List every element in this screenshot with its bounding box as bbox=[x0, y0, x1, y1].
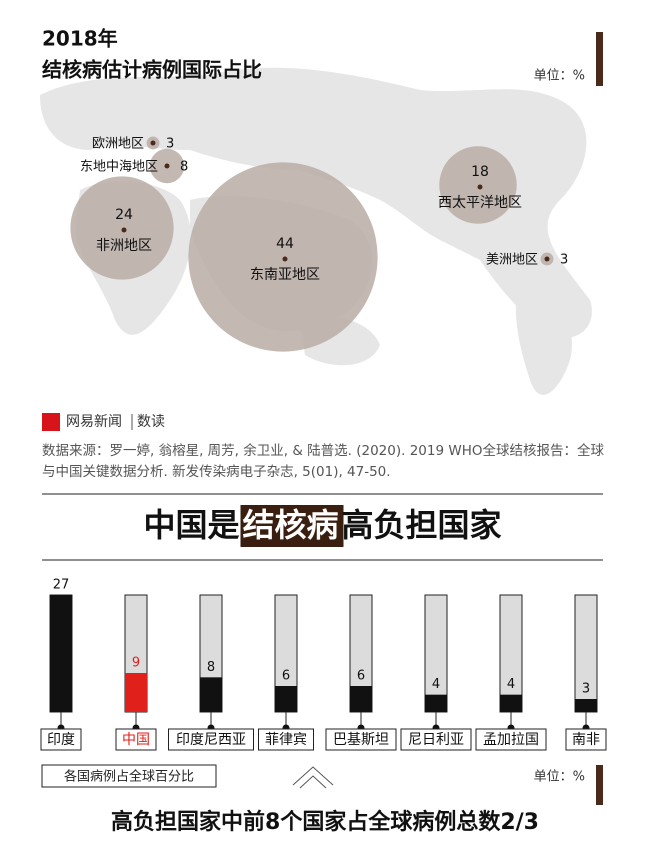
brand-name: 网易新闻 bbox=[66, 414, 122, 430]
title: 结核病估计病例国际占比 bbox=[42, 58, 262, 82]
bar bbox=[125, 673, 147, 712]
heading-part: 高负担国家 bbox=[342, 506, 502, 544]
label-box bbox=[258, 728, 314, 751]
value-label: 3 bbox=[582, 682, 590, 697]
bar bbox=[50, 595, 72, 712]
bubble bbox=[439, 146, 517, 224]
label-box bbox=[475, 728, 547, 751]
value-label: 24 bbox=[115, 207, 133, 223]
x-tick-label: 印度尼西亚 bbox=[176, 732, 246, 748]
region-label: 西太平洋地区 bbox=[438, 195, 522, 211]
x-tick-label: 尼日利亚 bbox=[408, 732, 464, 748]
heading-part: 中国是 bbox=[144, 506, 240, 544]
chevron bbox=[292, 766, 334, 789]
highlight bbox=[240, 505, 344, 547]
value-label: 3 bbox=[560, 253, 568, 268]
footer: 高负担国家中前8个国家占全球病例总数2/3 bbox=[111, 809, 539, 835]
bar-track bbox=[424, 594, 448, 713]
x-tick-label: 巴基斯坦 bbox=[333, 731, 389, 748]
bar bbox=[275, 686, 297, 712]
label-box bbox=[168, 728, 254, 751]
value-label: 4 bbox=[507, 677, 515, 692]
region-label: 非洲地区 bbox=[96, 238, 152, 254]
x-tick-label: 印度 bbox=[47, 732, 75, 748]
chart-title-box bbox=[41, 764, 217, 788]
unit: 单位：% bbox=[534, 770, 585, 785]
heading: 中国是 结核病 高负担国家 bbox=[144, 505, 502, 547]
bubble bbox=[188, 162, 378, 352]
region-label: 美洲地区 bbox=[486, 253, 538, 268]
value-label: 6 bbox=[357, 669, 365, 684]
value-label: 6 bbox=[282, 669, 290, 684]
bar-track bbox=[499, 594, 523, 713]
label-box bbox=[565, 728, 607, 751]
value-label: 27 bbox=[53, 578, 70, 593]
year: 2018年 bbox=[42, 27, 118, 51]
value-label: 9 bbox=[132, 656, 140, 671]
label-box bbox=[400, 728, 472, 751]
x-tick-label: 中国 bbox=[122, 732, 150, 748]
value-label: 8 bbox=[180, 160, 188, 175]
bar bbox=[425, 694, 447, 712]
bubble bbox=[70, 176, 174, 280]
value-label: 4 bbox=[432, 677, 440, 692]
label-box bbox=[115, 728, 157, 751]
dot bbox=[477, 184, 483, 190]
value-label: 3 bbox=[166, 137, 174, 152]
value-label: 8 bbox=[207, 660, 215, 675]
region-label: 欧洲地区 bbox=[92, 137, 144, 152]
dot bbox=[121, 227, 127, 233]
bar bbox=[350, 686, 372, 712]
dot bbox=[282, 256, 288, 262]
value-label: 44 bbox=[276, 236, 294, 252]
x-tick-label: 孟加拉国 bbox=[483, 732, 539, 748]
bar bbox=[575, 699, 597, 712]
label-box bbox=[325, 728, 397, 751]
dot bbox=[150, 140, 156, 146]
label-box bbox=[40, 728, 82, 751]
dot bbox=[164, 163, 170, 169]
decor-bar bbox=[596, 32, 603, 86]
brand-logo bbox=[42, 413, 60, 431]
region-label: 东南亚地区 bbox=[250, 267, 320, 283]
region-label: 东地中海地区 bbox=[80, 160, 158, 175]
brand-column: 数读 bbox=[137, 413, 165, 430]
bar bbox=[200, 677, 222, 712]
x-tick-label: 菲律宾 bbox=[265, 732, 307, 748]
chart-title: 各国病例占全球百分比 bbox=[64, 769, 194, 785]
source: 数据来源：罗一婷, 翁榕星, 周芳, 余卫业, & 陆普选. (2020). 2… bbox=[42, 443, 604, 480]
x-tick-label: 南非 bbox=[572, 732, 600, 748]
bar-layer: 27 印度 9 中国 8 印度尼西亚 6 菲律宾 6 巴基斯坦 4 尼日利亚 4 孟加拉国 3 南非 bbox=[40, 578, 607, 751]
bar bbox=[500, 694, 522, 712]
dot bbox=[544, 256, 550, 262]
unit: 单位：% bbox=[534, 69, 585, 84]
value-label: 18 bbox=[471, 164, 489, 180]
heading-part: 结核病 bbox=[243, 506, 339, 544]
decor-bar bbox=[596, 765, 603, 805]
